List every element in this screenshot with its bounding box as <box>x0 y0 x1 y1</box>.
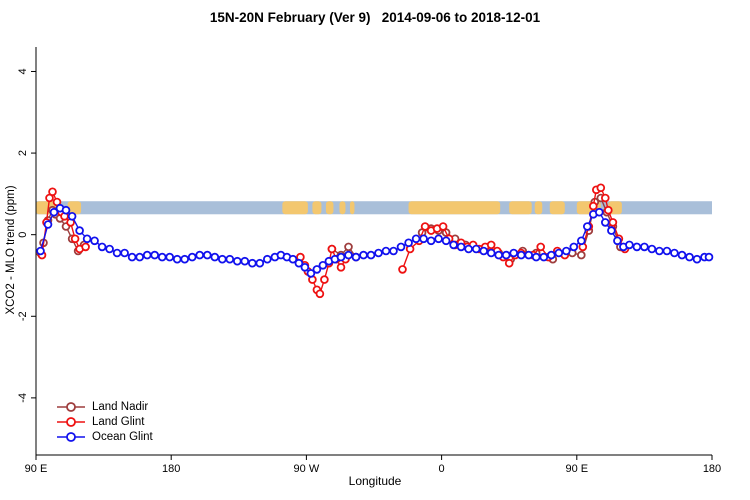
legend: Land Nadir Land Glint Ocean Glint <box>56 399 153 444</box>
land-nadir-symbol-icon <box>57 401 85 412</box>
legend-label-land-glint: Land Glint <box>92 415 145 428</box>
svg-text:180: 180 <box>703 463 721 475</box>
legend-item-land-nadir: Land Nadir <box>56 399 153 414</box>
ocean-glint-symbol-icon <box>57 431 85 442</box>
x-axis-label: Longitude <box>348 474 402 488</box>
legend-label-ocean-glint: Ocean Glint <box>92 430 153 443</box>
svg-text:0: 0 <box>17 232 29 238</box>
svg-text:90 E: 90 E <box>25 463 48 475</box>
svg-text:90 E: 90 E <box>565 463 588 475</box>
svg-text:2: 2 <box>17 150 29 156</box>
legend-item-land-glint: Land Glint <box>56 414 153 429</box>
svg-text:4: 4 <box>17 68 29 74</box>
svg-text:-4: -4 <box>17 393 29 403</box>
svg-text:180: 180 <box>162 463 180 475</box>
land-glint-symbol-icon <box>57 416 85 427</box>
svg-text:0: 0 <box>439 463 445 475</box>
svg-text:90 W: 90 W <box>294 463 320 475</box>
legend-item-ocean-glint: Ocean Glint <box>56 429 153 444</box>
legend-label-land-nadir: Land Nadir <box>92 400 149 413</box>
chart-title: 15N-20N February (Ver 9) 2014-09-06 to 2… <box>209 10 541 25</box>
svg-text:-2: -2 <box>17 311 29 321</box>
y-axis-label: XCO2 - MLO trend (ppm) <box>5 185 17 315</box>
